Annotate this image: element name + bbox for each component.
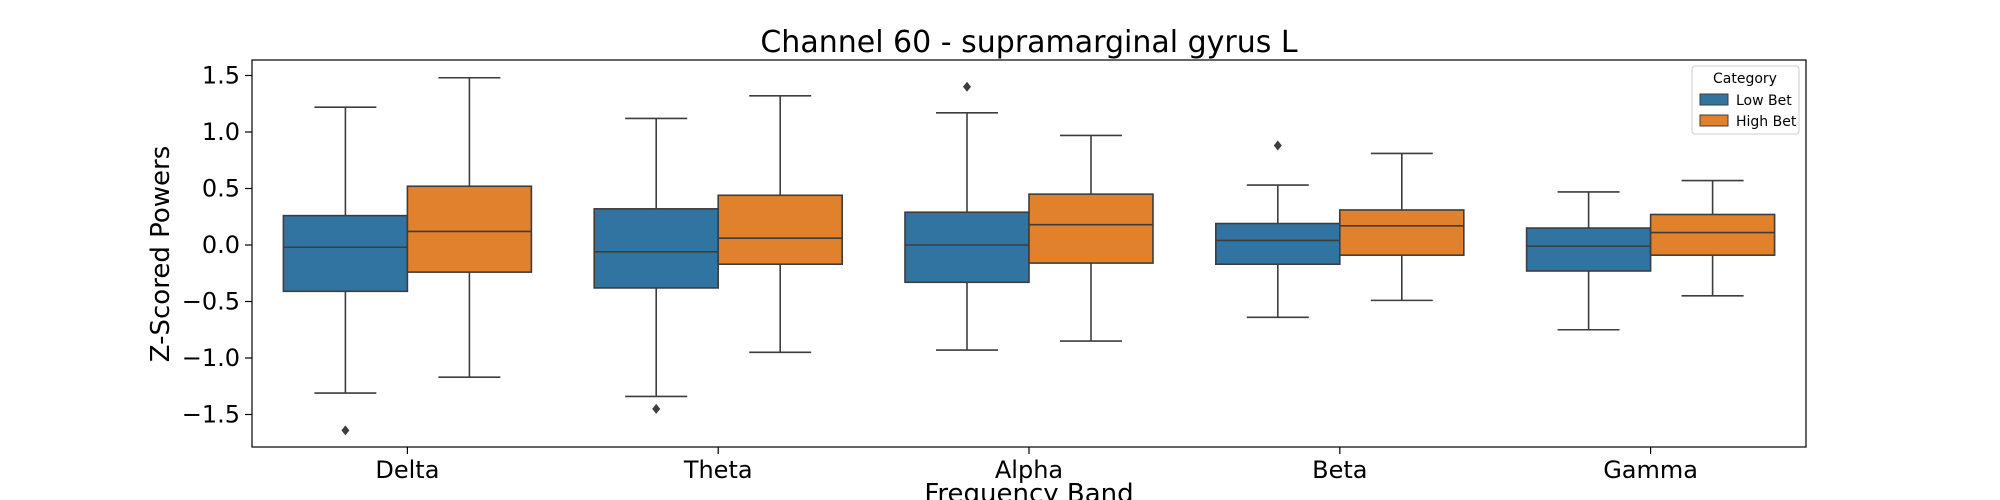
y-tick-label: −1.5 xyxy=(182,401,240,429)
box-alpha-low-bet xyxy=(904,81,1030,351)
legend: Category Low Bet High Bet xyxy=(1691,65,1800,135)
box-iqr xyxy=(593,208,720,289)
box-iqr xyxy=(1525,227,1652,272)
box-iqr xyxy=(1649,213,1776,256)
outlier-point xyxy=(1273,140,1282,151)
box-theta-high-bet xyxy=(717,95,844,354)
x-tick-label: Delta xyxy=(375,456,439,484)
y-tick-label: 1.5 xyxy=(202,62,240,90)
x-tick-label: Theta xyxy=(683,456,753,484)
box-delta-high-bet xyxy=(406,76,533,379)
x-tick-label: Beta xyxy=(1312,456,1367,484)
box-iqr xyxy=(904,211,1030,284)
box-iqr xyxy=(1028,193,1154,264)
y-tick-label: 1.0 xyxy=(202,118,240,146)
y-tick-label: 0.0 xyxy=(202,231,240,259)
legend-label: Low Bet xyxy=(1736,93,1792,109)
chart-title: Channel 60 - supramarginal gyrus L xyxy=(760,25,1298,60)
box-alpha-high-bet xyxy=(1028,134,1154,342)
x-axis: Delta Theta Alpha Beta Gamma xyxy=(375,447,1698,484)
y-tick-label: −0.5 xyxy=(182,288,240,316)
x-tick-label: Alpha xyxy=(995,456,1063,484)
box-gamma-low-bet xyxy=(1525,191,1652,331)
x-axis-label: Frequency Band xyxy=(924,479,1133,500)
box-delta-low-bet xyxy=(282,106,409,436)
box-beta-low-bet xyxy=(1215,140,1341,319)
outlier-point xyxy=(652,403,661,414)
x-tick-label: Gamma xyxy=(1603,456,1698,484)
legend-title: Category xyxy=(1713,71,1777,87)
box-beta-high-bet xyxy=(1339,152,1465,302)
legend-swatch xyxy=(1699,114,1729,127)
box-iqr xyxy=(406,185,533,273)
y-tick-label: 0.5 xyxy=(202,175,240,203)
legend-label: High Bet xyxy=(1736,114,1797,130)
outlier-point xyxy=(341,425,350,436)
box-iqr xyxy=(282,214,409,293)
plot-area xyxy=(251,59,1807,448)
box-theta-low-bet xyxy=(593,117,720,414)
y-axis: 1.5 1.0 0.5 0.0 −0.5 −1.0 −1.5 xyxy=(182,62,252,429)
y-tick-label: −1.0 xyxy=(182,344,240,372)
box-gamma-high-bet xyxy=(1649,179,1776,297)
box-iqr xyxy=(1339,209,1465,256)
legend-swatch xyxy=(1699,93,1729,106)
y-axis-label: Z-Scored Powers xyxy=(146,146,176,362)
box-iqr xyxy=(1215,222,1341,266)
outlier-point xyxy=(963,81,971,92)
box-iqr xyxy=(717,194,844,266)
